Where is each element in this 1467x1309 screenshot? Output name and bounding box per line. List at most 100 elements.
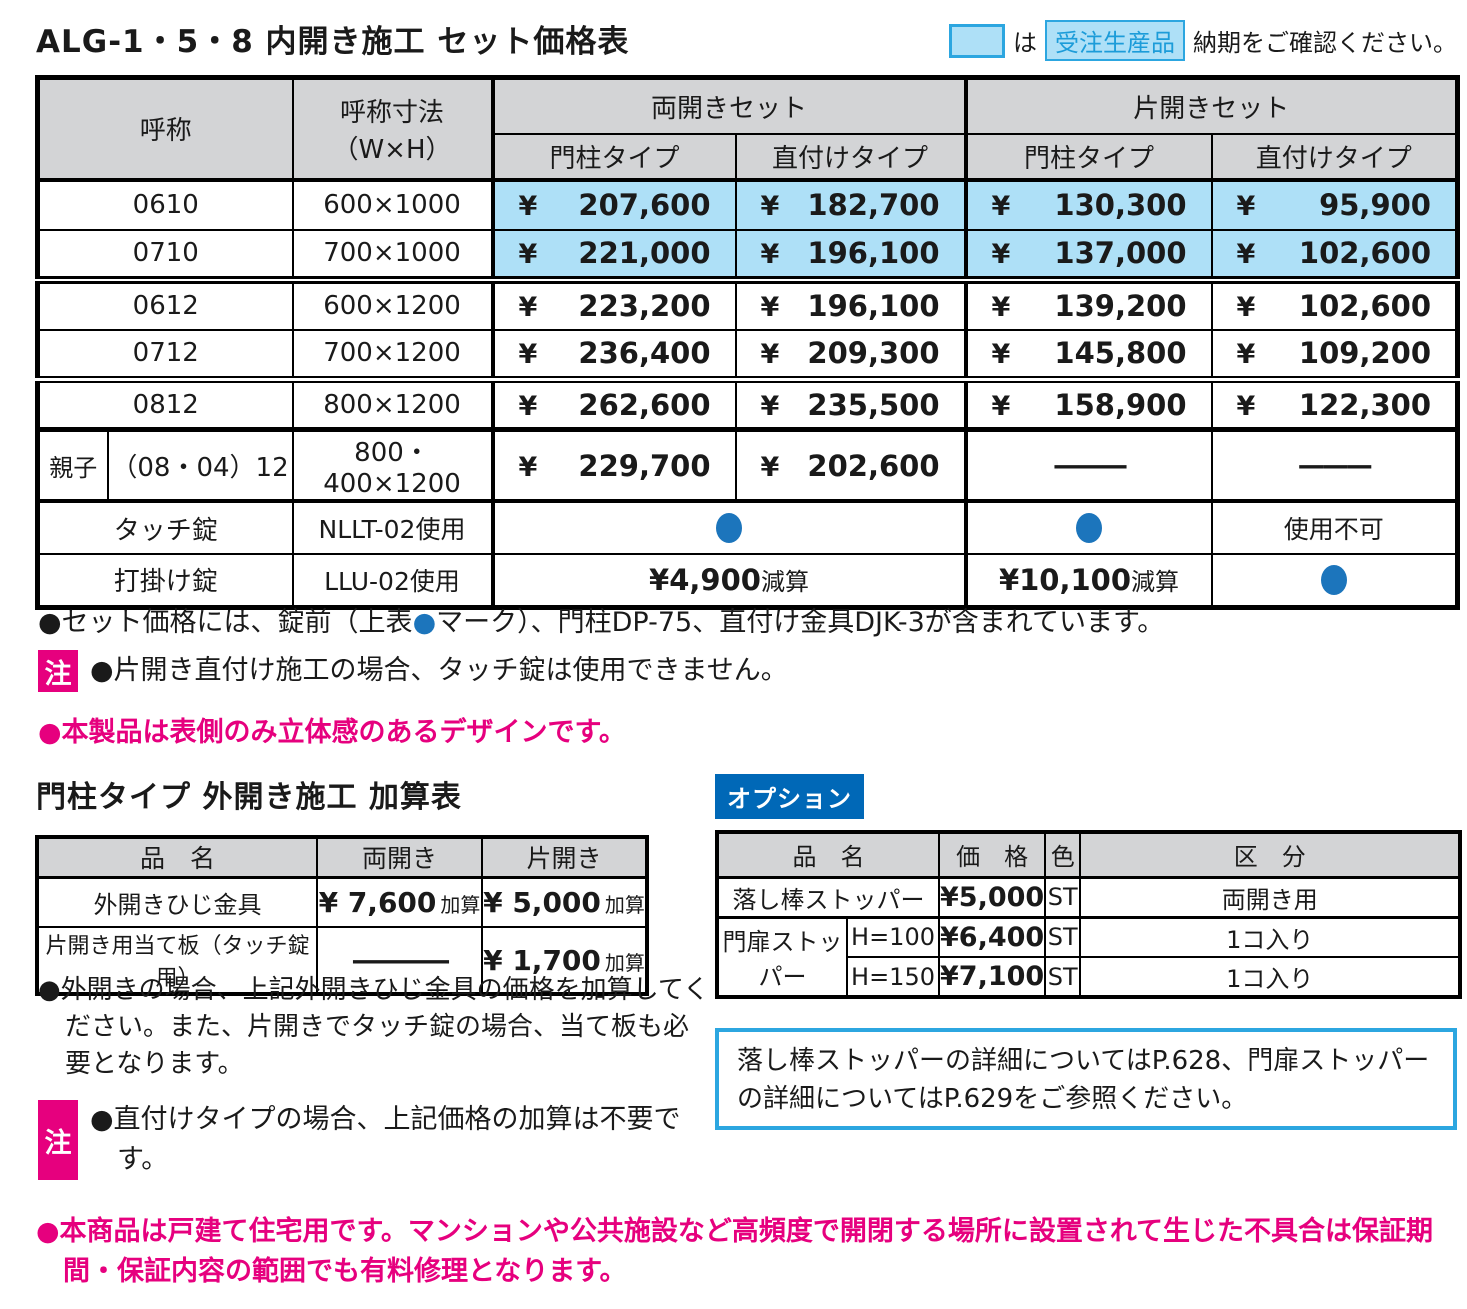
header-double: 両開き xyxy=(316,836,483,879)
yen-symbol: ¥ xyxy=(1236,239,1256,270)
cell-price-single-post: ¥145,800 xyxy=(963,328,1213,381)
price-amount: 236,400 xyxy=(578,336,711,371)
cell-price-double-post: ¥223,200 xyxy=(490,275,737,331)
included-dot-icon xyxy=(1320,564,1347,595)
header-direct-type: 直付けタイプ xyxy=(734,132,967,182)
deduction-amount: ¥10,100 xyxy=(998,563,1132,598)
addition-suffix: 加算 xyxy=(440,892,481,917)
price-amount: 196,100 xyxy=(807,236,940,270)
cell-price-single-direct: ¥122,300 xyxy=(1210,376,1459,431)
cell-addition-single: ¥ 5,000 加算 xyxy=(481,876,648,928)
cell-included-single-direct xyxy=(1210,553,1459,608)
table-row-uchikake-lock: 打掛け錠 LLU-02使用 ¥4,900減算 ¥10,100減算 xyxy=(36,553,1459,608)
cell-size: 800×1200 xyxy=(291,376,494,431)
addition-suffix: 加算 xyxy=(604,892,645,917)
header-single: 片開き xyxy=(481,836,648,879)
header-single-set: 片開きセット xyxy=(963,76,1459,135)
price-amount: 182,700 xyxy=(807,188,940,222)
table-row-0610: 0610 600×1000 ¥207,600 ¥182,700 ¥130,300… xyxy=(36,178,1459,231)
header-row-types: 門柱タイプ 直付けタイプ 門柱タイプ 直付けタイプ xyxy=(38,132,1459,182)
deduction-suffix: 減算 xyxy=(1131,568,1180,597)
cell-included-single-post xyxy=(963,499,1213,555)
price-amount: 202,600 xyxy=(807,448,940,483)
deduction-amount: ¥4,900 xyxy=(649,563,761,598)
cell-deduction-double: ¥4,900減算 xyxy=(490,553,967,608)
cell-size: 700×1000 xyxy=(291,228,494,281)
price-amount: 109,200 xyxy=(1298,336,1431,371)
table-row-drop-bar-stopper: 落し棒ストッパー ¥5,000 ST 両開き用 xyxy=(716,876,1462,918)
cell-size: 600×1200 xyxy=(291,275,494,331)
cell-price-double-direct: ¥182,700 xyxy=(734,178,967,231)
cell-addition-single: ¥ 1,700 加算 xyxy=(481,926,648,995)
header-product-name: 品 名 xyxy=(36,836,318,879)
price-amount: 122,300 xyxy=(1298,388,1431,422)
price-amount: 196,100 xyxy=(807,289,940,323)
price-amount: 209,300 xyxy=(807,336,940,371)
table-row-hinge: 外開きひじ金具 ¥ 7,600 加算 ¥ 5,000 加算 xyxy=(36,876,648,928)
price-amount: 145,800 xyxy=(1054,336,1187,371)
yen-symbol: ¥ xyxy=(1236,191,1256,222)
cell-category: 1コ入り xyxy=(1079,956,1462,998)
cell-model: 0610 xyxy=(36,178,294,231)
price-amount: 207,600 xyxy=(578,188,711,222)
yen-symbol: ¥ xyxy=(518,239,538,270)
cell-model: 0812 xyxy=(36,376,294,431)
included-dot-icon xyxy=(1076,513,1102,543)
table-row-plate: 片開き用当て板（タッチ錠用） ———— ¥ 1,700 加算 xyxy=(36,926,648,995)
header-size: 呼称寸法 （W×H） xyxy=(291,76,494,182)
made-to-order-badge: 受注生産品 xyxy=(1045,20,1185,61)
yen-symbol: ¥ xyxy=(760,239,780,270)
yen-symbol: ¥ xyxy=(1236,391,1256,422)
cell-model: 0712 xyxy=(36,328,294,381)
yen-symbol: ¥ xyxy=(991,339,1011,371)
cell-lock-name: 打掛け錠 xyxy=(36,553,294,608)
price-amount: 139,200 xyxy=(1054,289,1187,323)
cell-price-single-post: ¥158,900 xyxy=(963,376,1213,431)
cell-price-double-post: ¥229,700 xyxy=(490,427,737,502)
cell-deduction-single-post: ¥10,100減算 xyxy=(963,553,1213,608)
option-section-label: オプション xyxy=(715,774,864,819)
yen-symbol: ¥ xyxy=(518,391,538,422)
header-post-type: 門柱タイプ xyxy=(963,132,1213,182)
cell-price-single-post: ¥137,000 xyxy=(963,228,1213,281)
page-title: ALG-1・5・8 内開き施工 セット価格表 xyxy=(36,24,630,60)
addition-amount: ¥ 1,700 xyxy=(483,943,601,977)
addition-table-title: 門柱タイプ 外開き施工 加算表 xyxy=(36,780,462,815)
yen-symbol: ¥ xyxy=(760,292,780,323)
header-post-type: 門柱タイプ xyxy=(490,132,737,182)
header-row-groups: 呼称 呼称寸法 （W×H） 両開きセット 片開きセット xyxy=(36,76,1459,182)
cell-included-double xyxy=(490,499,967,555)
cell-variant: H=100 xyxy=(846,915,940,958)
header-double-set: 両開きセット xyxy=(490,76,967,135)
cell-price: ¥7,100 xyxy=(937,956,1047,998)
cell-price-double-post: ¥262,600 xyxy=(490,376,737,431)
deduction-suffix: 減算 xyxy=(760,568,809,597)
addition-suffix: 加算 xyxy=(604,950,645,975)
design-note: ●本製品は表側のみ立体感のあるデザインです。 xyxy=(38,717,626,748)
set-price-note: ●セット価格には、錠前（上表●マーク）、門柱DP-75、直付け金具DJK-3が含… xyxy=(38,600,1164,639)
yen-symbol: ¥ xyxy=(991,191,1011,222)
yen-symbol: ¥ xyxy=(991,391,1011,422)
header-product-name: 品 名 xyxy=(716,831,940,879)
header-row: 品 名 両開き 片開き xyxy=(36,836,648,879)
table-row-oyako: 親子 （08・04）12 800・400×1200 ¥229,700 ¥202,… xyxy=(36,427,1459,502)
cell-color: ST xyxy=(1044,956,1082,998)
table-row-0612: 0612 600×1200 ¥223,200 ¥196,100 ¥139,200… xyxy=(36,275,1459,331)
yen-symbol: ¥ xyxy=(518,339,538,371)
cell-product-name: 片開き用当て板（タッチ錠用） xyxy=(36,926,318,995)
yen-symbol: ¥ xyxy=(991,239,1011,270)
stopper-reference-box: 落し棒ストッパーの詳細についてはP.628、門扉ストッパーの詳細についてはP.6… xyxy=(715,1028,1457,1130)
caution-note-direct-type: 注 ●直付けタイプの場合、上記価格の加算は不要です。 xyxy=(38,1100,698,1180)
cell-oyako-label: 親子 xyxy=(36,427,109,502)
cell-price-double-direct: ¥196,100 xyxy=(734,275,967,331)
cell-price-double-direct: ¥196,100 xyxy=(734,228,967,281)
highlight-color-swatch xyxy=(949,23,1005,58)
cell-color: ST xyxy=(1044,915,1082,958)
price-amount: 235,500 xyxy=(807,388,940,422)
legend-particle: は xyxy=(1013,29,1037,57)
cell-price-single-direct: ¥102,600 xyxy=(1210,228,1459,281)
price-amount: 229,700 xyxy=(578,448,711,483)
header-size-line2: （W×H） xyxy=(332,134,452,165)
table-row-gate-stopper-h100: 門扉ストッパー H=100 ¥6,400 ST 1コ入り xyxy=(716,915,1462,998)
